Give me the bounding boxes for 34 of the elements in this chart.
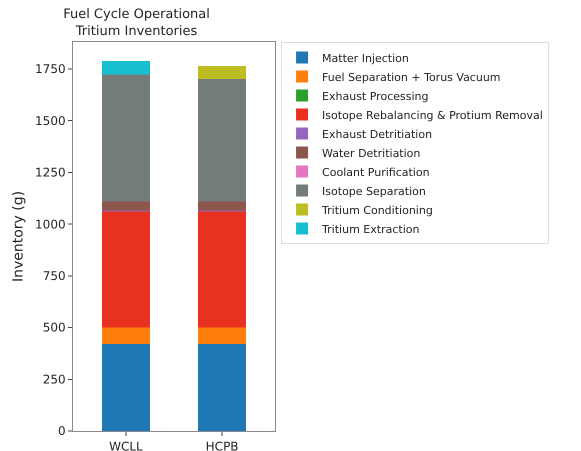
bar <box>102 201 150 211</box>
bar <box>102 212 150 328</box>
legend-label: Exhaust Detritiation <box>322 128 432 141</box>
bar <box>198 328 246 344</box>
bar <box>198 212 246 328</box>
bar <box>102 328 150 344</box>
bar <box>198 66 246 80</box>
legend-label: Isotope Separation <box>322 184 426 198</box>
legend-label: Isotope Rebalancing & Protium Removal <box>322 108 543 122</box>
y-tick-label: 750 <box>42 269 66 284</box>
legend-label: Tritium Extraction <box>321 222 420 236</box>
legend-label: Water Detritiation <box>322 146 420 160</box>
y-tick-label: 500 <box>42 320 66 335</box>
x-tick-label: WCLL <box>109 439 144 451</box>
bar <box>198 344 246 431</box>
legend-label: Fuel Separation + Torus Vacuum <box>322 70 501 84</box>
legend-label: Coolant Purification <box>322 166 430 179</box>
bar <box>198 201 246 211</box>
bar <box>102 344 150 431</box>
bar <box>198 79 246 202</box>
y-axis-title: Inventory (g) <box>10 190 27 282</box>
y-tick-label: 1500 <box>35 114 66 128</box>
y-tick-label: 1250 <box>35 166 66 180</box>
y-tick-label: 0 <box>58 424 66 438</box>
bar <box>102 61 150 75</box>
x-tick-label: HCPB <box>206 439 239 451</box>
bar <box>102 74 150 202</box>
y-tick-label: 1000 <box>35 217 66 232</box>
legend-label: Matter Injection <box>322 52 409 65</box>
chart-title: Fuel Cycle Operational Tritium Inventories <box>63 7 210 39</box>
legend-label: Tritium Conditioning <box>321 204 433 217</box>
legend-label: Exhaust Processing <box>322 90 428 103</box>
y-tick-label: 250 <box>42 372 66 386</box>
y-tick-label: 1750 <box>35 62 66 76</box>
